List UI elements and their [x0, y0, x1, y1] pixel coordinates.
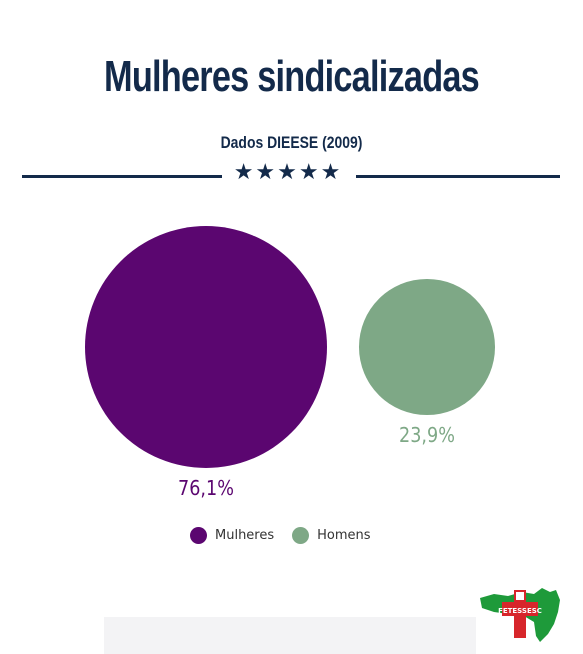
legend-item-homens[interactable]: Homens: [292, 526, 371, 544]
divider-left: [22, 175, 222, 178]
value-label-mulheres: 76,1%: [178, 476, 234, 500]
value-label-homens: 23,9%: [399, 422, 455, 447]
chart-legend: Mulheres Homens: [190, 523, 390, 547]
legend-swatch-homens: [292, 526, 310, 544]
fetessesc-logo: FETESSESC: [480, 588, 560, 642]
divider-right: [356, 175, 560, 178]
footer-box: [104, 617, 476, 654]
legend-label-mulheres: Mulheres: [215, 527, 275, 543]
chart-title: Mulheres sindicalizadas: [104, 52, 480, 101]
chart-subtitle: Dados DIEESE (2009): [220, 133, 363, 152]
legend-item-mulheres[interactable]: Mulheres: [190, 526, 275, 544]
svg-text:FETESSESC: FETESSESC: [498, 607, 542, 615]
bubble-mulheres[interactable]: [85, 226, 327, 468]
bubble-homens[interactable]: [359, 279, 495, 415]
legend-label-homens: Homens: [317, 527, 371, 543]
legend-swatch-mulheres: [190, 526, 207, 544]
stars-ornament: ★★★★★: [233, 160, 343, 185]
